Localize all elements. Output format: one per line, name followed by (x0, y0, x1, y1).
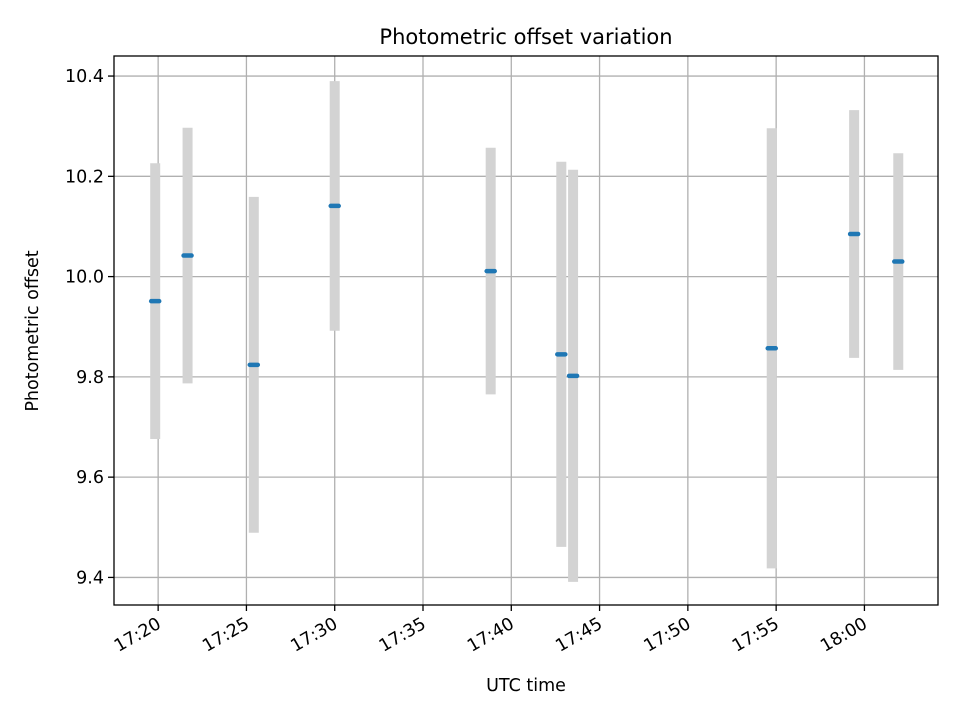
y-tick-label: 9.4 (76, 568, 104, 588)
x-tick-label: 17:25 (199, 614, 253, 657)
grid (114, 56, 938, 605)
x-tick-label: 17:45 (552, 614, 606, 657)
y-tick-label: 10.0 (65, 268, 104, 288)
x-tick-label: 17:55 (729, 614, 783, 657)
data-points (148, 203, 905, 379)
x-tick-label: 18:00 (817, 614, 871, 657)
errorbars (150, 81, 904, 582)
plot-frame (113, 55, 939, 606)
y-tick-label: 9.6 (76, 468, 104, 488)
y-tick-label: 9.8 (76, 368, 104, 388)
chart-title: Photometric offset variation (379, 25, 672, 49)
x-tick-label: 17:30 (288, 614, 342, 657)
x-axis-ticks: 17:20 17:25 17:30 17:35 17:40 17:45 17:50 17:55… (111, 605, 871, 657)
y-axis-label: Photometric offset (23, 250, 43, 411)
x-tick-label: 17:20 (111, 614, 165, 657)
x-tick-label: 17:50 (641, 614, 695, 657)
y-tick-label: 10.4 (65, 67, 104, 87)
x-tick-label: 17:35 (376, 614, 430, 657)
x-axis-label: UTC time (486, 676, 566, 696)
y-axis-ticks: 9.4 9.6 9.8 10.0 10.2 10.4 (65, 67, 114, 588)
y-tick-label: 10.2 (65, 167, 104, 187)
x-tick-label: 17:40 (464, 614, 518, 657)
